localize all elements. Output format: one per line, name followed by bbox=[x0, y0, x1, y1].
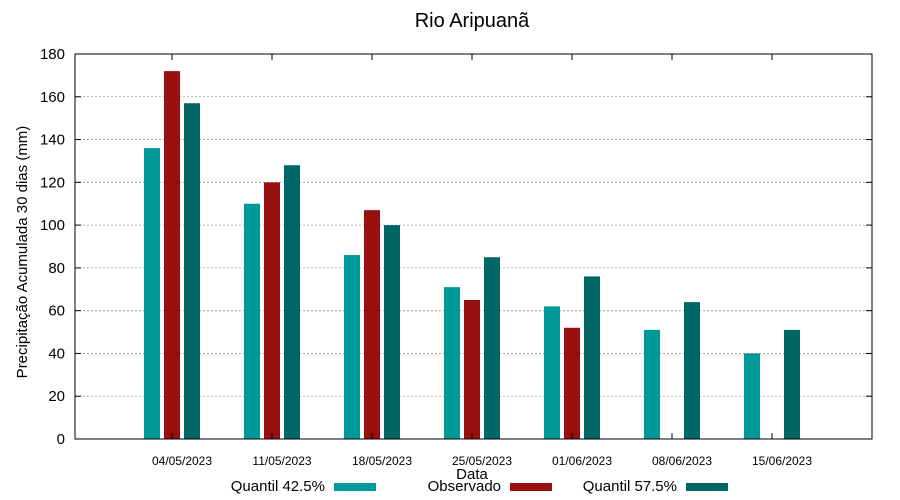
bar-quantil-57-5--5 bbox=[684, 302, 700, 439]
y-tick-label: 40 bbox=[48, 345, 65, 362]
plot-frame bbox=[74, 53, 873, 440]
bar-quantil-57-5--4 bbox=[584, 276, 600, 439]
x-tick-label: 11/05/2023 bbox=[252, 454, 311, 468]
bar-quantil-42-5--6 bbox=[744, 353, 760, 439]
y-axis-ticks: 0 20 40 60 80 100 120 140 160 180 bbox=[40, 46, 872, 448]
y-tick-label: 0 bbox=[57, 431, 65, 448]
y-axis-label: Precipitação Acumulada 30 dias (mm) bbox=[14, 126, 31, 379]
bar-quantil-42-5--5 bbox=[644, 329, 660, 439]
x-axis-label: Data bbox=[456, 466, 488, 483]
legend-label: Observado bbox=[428, 478, 501, 495]
y-tick-label: 160 bbox=[40, 89, 65, 106]
bar-quantil-57-5--1 bbox=[284, 165, 300, 439]
bar-observado-2 bbox=[364, 210, 380, 439]
legend-label: Quantil 57.5% bbox=[583, 478, 677, 495]
bar-quantil-57-5--6 bbox=[784, 329, 800, 439]
x-tick-label: 25/05/2023 bbox=[452, 454, 512, 468]
y-tick-label: 20 bbox=[48, 388, 65, 405]
bar-quantil-57-5--0 bbox=[184, 103, 200, 439]
x-tick-label: 08/06/2023 bbox=[652, 454, 712, 468]
legend-swatch bbox=[510, 483, 552, 491]
y-tick-label: 80 bbox=[48, 260, 65, 277]
y-tick-label: 120 bbox=[40, 174, 65, 191]
x-tick-label: 01/06/2023 bbox=[552, 454, 612, 468]
y-tick-label: 100 bbox=[40, 217, 65, 234]
bar-quantil-57-5--3 bbox=[484, 257, 500, 439]
bars bbox=[144, 71, 800, 440]
legend-label: Quantil 42.5% bbox=[231, 478, 325, 495]
x-axis-ticks: 04/05/2023 11/05/2023 18/05/2023 25/05/2023… bbox=[152, 54, 812, 468]
bar-quantil-42-5--3 bbox=[444, 287, 460, 439]
grid-lines bbox=[75, 96, 872, 397]
x-tick-label: 18/05/2023 bbox=[352, 454, 412, 468]
bar-observado-0 bbox=[164, 71, 180, 439]
bar-quantil-42-5--2 bbox=[344, 255, 360, 439]
legend: Quantil 42.5% Observado Quantil 57.5% bbox=[231, 478, 728, 495]
bar-quantil-42-5--4 bbox=[544, 306, 560, 439]
bar-quantil-57-5--2 bbox=[384, 225, 400, 439]
x-tick-label: 15/06/2023 bbox=[752, 454, 812, 468]
y-tick-label: 180 bbox=[40, 46, 65, 63]
y-tick-label: 60 bbox=[48, 303, 65, 320]
chart-title: Rio Aripuanã bbox=[415, 10, 530, 32]
bar-quantil-42-5--0 bbox=[144, 148, 160, 439]
bar-observado-3 bbox=[464, 299, 480, 439]
y-tick-label: 140 bbox=[40, 132, 65, 149]
legend-swatch bbox=[334, 483, 376, 491]
bar-quantil-42-5--1 bbox=[244, 203, 260, 439]
bar-observado-1 bbox=[264, 182, 280, 440]
legend-swatch bbox=[686, 483, 728, 491]
x-tick-label: 04/05/2023 bbox=[152, 454, 212, 468]
bar-observado-4 bbox=[564, 327, 580, 439]
